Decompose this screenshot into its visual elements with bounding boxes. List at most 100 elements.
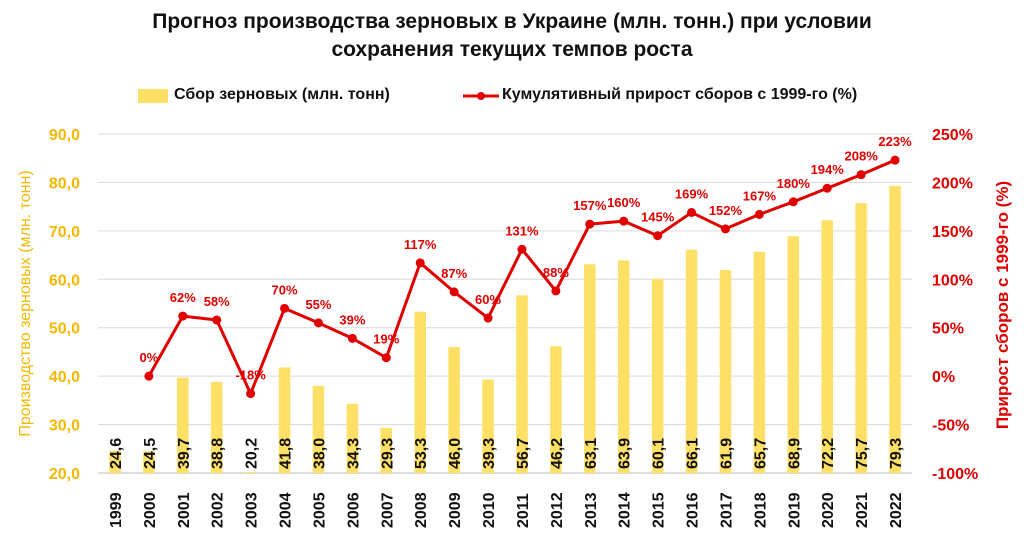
x-tick-label: 2018 xyxy=(752,492,769,528)
bar-value-label: 63,9 xyxy=(617,438,634,469)
growth-point xyxy=(517,244,527,254)
x-tick-label: 2019 xyxy=(786,492,803,528)
growth-point xyxy=(687,207,697,217)
y-right-tick-label: 250% xyxy=(932,127,973,144)
x-tick-label: 2021 xyxy=(854,492,871,528)
bar-value-label: 41,8 xyxy=(278,438,295,469)
bar-value-label: 39,7 xyxy=(176,438,193,469)
growth-data-label: 131% xyxy=(505,223,539,238)
growth-point xyxy=(381,353,391,363)
x-tick-label: 2002 xyxy=(210,492,227,528)
growth-point xyxy=(653,231,663,241)
y-right-tick-label: 200% xyxy=(932,175,973,192)
bar xyxy=(651,278,664,473)
bar xyxy=(278,367,291,473)
growth-data-label: 19% xyxy=(373,332,399,347)
bar xyxy=(380,427,393,473)
x-tick-label: 2004 xyxy=(278,492,295,528)
bar xyxy=(516,295,528,473)
bar-value-label: 75,7 xyxy=(854,438,871,469)
x-tick-label: 2022 xyxy=(888,492,905,528)
x-tick-label: 2009 xyxy=(447,492,464,528)
growth-data-label: 145% xyxy=(641,210,675,225)
growth-point xyxy=(313,318,323,328)
growth-point xyxy=(347,333,357,343)
x-tick-label: 2000 xyxy=(142,492,159,528)
x-tick-label: 2006 xyxy=(345,492,362,528)
y-right-tick-label: 0% xyxy=(932,369,955,386)
x-tick-label: 2011 xyxy=(515,493,532,528)
y-right-tick-label: 100% xyxy=(932,272,973,289)
growth-data-label: 0% xyxy=(139,350,158,365)
growth-data-label: 58% xyxy=(204,294,230,309)
growth-point xyxy=(856,170,866,180)
bar-value-label: 66,1 xyxy=(685,438,702,469)
growth-point xyxy=(890,155,900,165)
bar xyxy=(550,346,562,473)
bar xyxy=(482,379,494,473)
y-left-tick-label: 20,0 xyxy=(49,466,80,483)
growth-point xyxy=(788,197,798,207)
bar-value-label: 79,3 xyxy=(888,438,905,469)
growth-data-label: 117% xyxy=(404,237,437,252)
bar-value-label: 39,3 xyxy=(481,438,498,469)
growth-data-label: 60% xyxy=(475,292,501,307)
bar-value-label: 46,0 xyxy=(447,438,464,469)
growth-point xyxy=(280,303,290,313)
growth-point xyxy=(720,224,730,234)
growth-point xyxy=(619,216,629,226)
bar xyxy=(177,377,189,473)
bar-value-label: 72,2 xyxy=(820,438,837,469)
bar-value-label: 68,9 xyxy=(786,438,803,469)
growth-data-label: 180% xyxy=(777,176,811,191)
y-right-tick-label: 50% xyxy=(932,321,964,338)
x-tick-label: 2005 xyxy=(311,492,328,528)
growth-data-label: -18% xyxy=(235,368,266,383)
x-tick-label: 2001 xyxy=(176,492,193,528)
bar xyxy=(244,472,257,473)
x-tick-label: 2013 xyxy=(583,492,600,528)
bar-value-label: 46,2 xyxy=(549,438,566,469)
growth-point xyxy=(449,287,459,297)
y-left-tick-label: 90,0 xyxy=(49,127,80,144)
growth-point xyxy=(483,313,493,323)
bar-value-label: 65,7 xyxy=(752,438,769,469)
bar xyxy=(143,451,155,473)
bar-value-label: 56,7 xyxy=(515,438,532,469)
chart-title-line-2: сохранения текущих темпов роста xyxy=(331,38,693,61)
growth-point xyxy=(144,371,154,381)
x-tick-label: 2007 xyxy=(379,492,396,528)
x-tick-label: 2010 xyxy=(481,492,498,528)
bar xyxy=(584,264,596,473)
x-tick-label: 2015 xyxy=(651,492,668,528)
bar xyxy=(753,251,766,473)
bar xyxy=(312,385,325,473)
y-left-tick-label: 60,0 xyxy=(49,272,80,289)
x-tick-label: 2017 xyxy=(718,492,735,528)
legend-line-label: Кумулятивный прирост сборов с 1999-го (%… xyxy=(502,86,858,103)
bar-value-label: 63,1 xyxy=(583,438,600,469)
bar xyxy=(889,185,901,473)
bar-value-label: 24,6 xyxy=(108,438,125,469)
legend-bar-swatch xyxy=(138,89,168,103)
legend-line-swatch xyxy=(463,92,499,100)
bar-value-label: 38,8 xyxy=(210,438,227,469)
growth-point xyxy=(246,389,256,399)
growth-data-label: 39% xyxy=(339,312,365,327)
growth-data-label: 208% xyxy=(845,149,879,164)
growth-data-label: 194% xyxy=(811,162,845,177)
growth-data-label: 70% xyxy=(272,282,298,297)
growth-point xyxy=(178,311,188,321)
bar xyxy=(821,220,833,473)
bar-value-label: 61,9 xyxy=(718,438,735,469)
bar-value-label: 24,5 xyxy=(142,438,159,469)
growth-data-label: 157% xyxy=(573,198,607,213)
bar-value-label: 53,3 xyxy=(413,438,430,469)
y-left-axis-title: Производство зерновых (млн. тонн) xyxy=(17,170,34,436)
growth-point xyxy=(585,219,595,229)
bar xyxy=(685,249,698,473)
bar xyxy=(346,403,359,473)
growth-point xyxy=(822,183,832,193)
x-tick-label: 2014 xyxy=(617,492,634,528)
